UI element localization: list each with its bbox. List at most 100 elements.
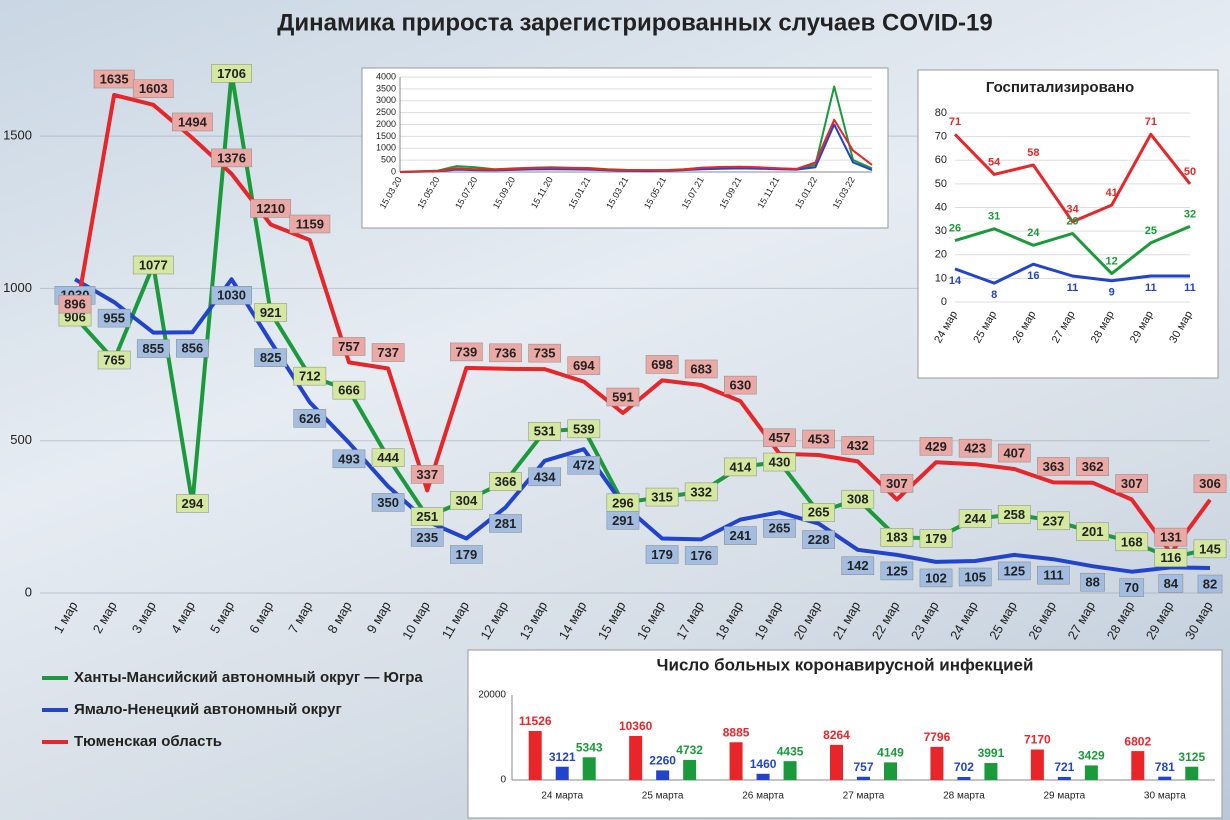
data-label: 32 [1184, 208, 1196, 220]
data-label: 88 [1085, 575, 1099, 590]
data-label: 472 [573, 458, 595, 473]
label-box [1119, 578, 1145, 597]
data-label: 111 [1043, 568, 1063, 583]
legend-label: Тюменская область [74, 733, 222, 750]
data-label: 14 [949, 275, 962, 287]
data-label: 4149 [877, 746, 904, 760]
label-box [528, 343, 561, 363]
label-box [997, 505, 1031, 524]
label-box [958, 438, 992, 458]
y-tick-label: 50 [935, 178, 947, 190]
x-tick-label: 16 мар [634, 599, 668, 642]
data-label: 8 [991, 289, 997, 301]
label-box [1193, 474, 1227, 494]
label-box [1115, 474, 1149, 493]
bar [1131, 751, 1145, 780]
data-label: 493 [338, 451, 360, 466]
data-label: 16 [1027, 270, 1039, 282]
main-chart: Динамика прироста зарегистрированных слу… [3, 9, 1227, 750]
x-tick-label: 5 мар [207, 599, 237, 636]
label-box [97, 308, 131, 328]
data-label: 265 [808, 505, 830, 520]
label-box [293, 409, 327, 428]
data-label: 921 [260, 305, 282, 320]
data-label: 739 [456, 344, 478, 359]
x-tick-label: 18 мар [712, 599, 746, 642]
data-label: 3429 [1078, 749, 1105, 763]
data-label: 228 [808, 532, 830, 547]
label-box [645, 545, 679, 564]
bar [729, 742, 743, 780]
x-tick-label: 27 мар [1064, 599, 1098, 642]
bar [957, 777, 971, 780]
bar [555, 766, 569, 780]
label-box [489, 514, 522, 533]
data-label: 116 [1160, 550, 1181, 565]
data-label: 737 [377, 345, 399, 360]
x-tick-label: 20 мар [790, 599, 824, 642]
x-tick-label: 7 мар [285, 599, 315, 636]
data-label: 241 [729, 528, 751, 543]
data-label: 54 [988, 156, 1001, 168]
bar [1030, 749, 1044, 780]
data-label: 8885 [723, 725, 750, 739]
y-tick-label: 1500 [3, 128, 32, 143]
inset-frame [917, 69, 1219, 379]
bar [1158, 776, 1172, 780]
data-label: 757 [853, 760, 873, 774]
data-label: 183 [886, 530, 908, 545]
label-box [489, 472, 522, 491]
data-label: 71 [1145, 116, 1157, 128]
bar [629, 735, 643, 780]
data-label: 84 [1164, 576, 1179, 591]
data-label: 712 [299, 369, 321, 384]
data-label: 315 [651, 489, 673, 504]
data-label: 423 [964, 441, 986, 456]
data-label: 11 [1184, 282, 1196, 294]
data-label: 855 [142, 341, 164, 356]
label-box [1076, 522, 1109, 542]
bar [528, 731, 542, 780]
x-tick-label: 30 мар [1182, 599, 1216, 642]
label-box [289, 214, 331, 234]
bar [656, 770, 670, 780]
data-label: 1210 [256, 201, 285, 216]
y-tick-label: 1000 [376, 143, 396, 153]
label-box [1154, 548, 1188, 567]
data-label: 179 [651, 547, 673, 562]
x-tick-label: 28 мар [1104, 599, 1138, 642]
data-label: 332 [690, 484, 712, 499]
label-box [841, 489, 875, 509]
chart-title: Госпитализировано [986, 79, 1134, 96]
label-box [684, 546, 718, 565]
data-label: 626 [299, 411, 321, 426]
series-line [954, 225, 1191, 276]
data-label: 235 [416, 530, 438, 545]
x-tick-label: 8 мар [324, 599, 354, 636]
label-box [1193, 539, 1227, 559]
label-box [58, 294, 92, 314]
label-box [410, 528, 444, 547]
label-box [919, 437, 953, 456]
y-tick-label: 1500 [376, 131, 396, 141]
data-label: 1494 [178, 114, 208, 129]
data-label: 362 [1082, 459, 1104, 474]
data-label: 8264 [823, 728, 850, 742]
label-box [606, 387, 640, 407]
label-box [997, 561, 1031, 581]
x-tick-label: 28 марта [943, 791, 985, 802]
label-box [97, 350, 131, 370]
bar [683, 759, 697, 780]
label-box [1115, 532, 1149, 552]
label-box [1076, 457, 1109, 476]
label-box [371, 343, 405, 362]
patients-inset: Число больных коронавирусной инфекцией 0 2… [467, 649, 1223, 819]
label-box [332, 380, 366, 400]
label-box [528, 467, 561, 487]
y-tick-label: 80 [935, 107, 947, 119]
data-label: 735 [534, 346, 556, 361]
y-tick-label: 0 [25, 584, 32, 599]
chart-title: Динамика прироста зарегистрированных слу… [277, 9, 992, 36]
x-tick-label: 27 марта [843, 791, 885, 802]
